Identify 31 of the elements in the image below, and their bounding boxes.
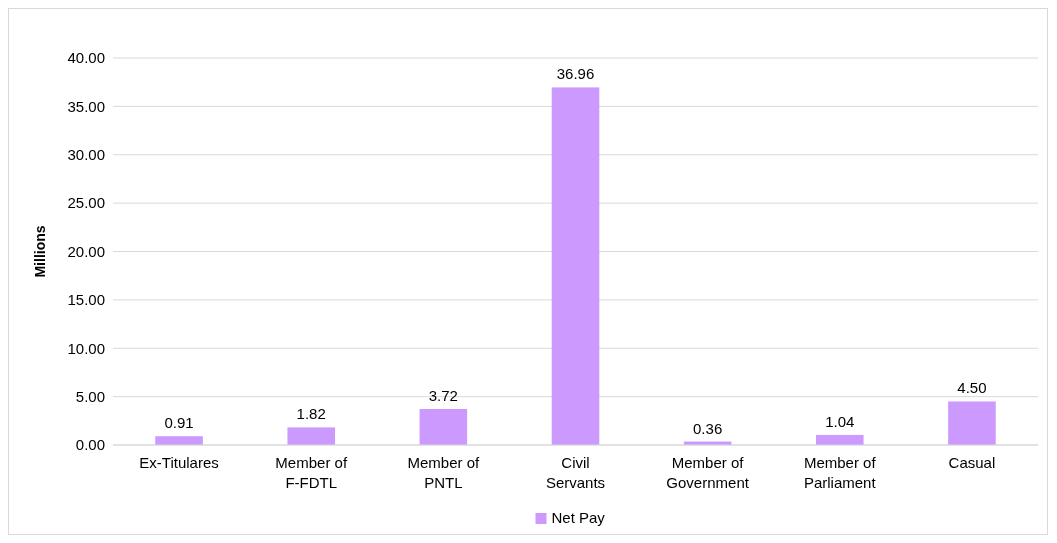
y-tick-label: 15.00	[67, 291, 105, 309]
y-tick-label: 5.00	[75, 387, 105, 405]
bar	[287, 427, 335, 445]
bar	[816, 434, 864, 445]
y-tick-label: 30.00	[67, 146, 105, 163]
legend-label: Net Pay	[551, 509, 606, 526]
x-tick-label: Ex-Titulares	[139, 454, 219, 471]
x-tick-label: Casual	[948, 454, 996, 471]
y-tick-label: 35.00	[67, 97, 105, 115]
text: 0.36	[693, 419, 723, 437]
text: 3.72	[428, 387, 458, 405]
x-tick-label: Member of F-FDTL	[275, 454, 348, 491]
text: 1.04	[825, 412, 855, 430]
y-tick-label: 20.00	[67, 242, 105, 260]
bar	[948, 401, 996, 445]
bar	[155, 436, 203, 445]
bar	[419, 409, 468, 445]
x-tick-label: Member of Parliament	[803, 454, 877, 491]
y-tick-label: 25.00	[67, 194, 105, 212]
text: 1.82	[296, 405, 326, 423]
text: 4.50	[957, 379, 987, 397]
y-tick-label: 0.00	[75, 436, 105, 454]
x-tick-label: Civil Servants	[545, 454, 606, 491]
x-tick-label: Member of Government	[666, 454, 750, 491]
text: 36.96	[556, 65, 595, 83]
x-tick-label: Member of PNTL	[407, 454, 481, 491]
y-tick-label: 10.00	[67, 339, 105, 357]
y-axis-title: Millions	[32, 225, 48, 278]
y-tick-label: 40.00	[67, 49, 105, 67]
bar	[551, 87, 600, 445]
text: 0.91	[164, 414, 194, 432]
